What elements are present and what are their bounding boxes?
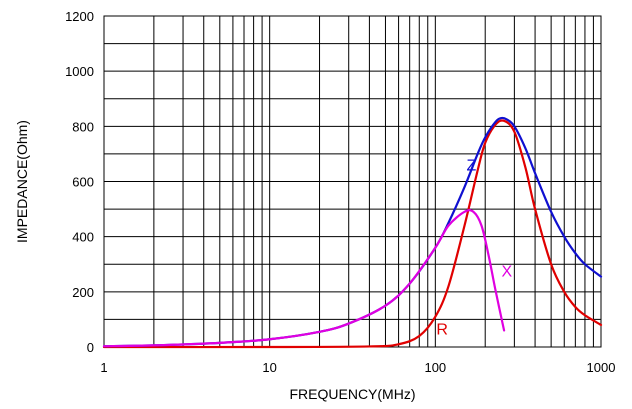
tick-labels: 1 10 100 1000 0 200 400 600 800 1000 1200	[65, 9, 615, 375]
x-axis-label: FREQUENCY(MHz)	[290, 386, 416, 402]
y-tick-label: 1200	[65, 9, 94, 24]
curve-label-r: R	[436, 322, 448, 339]
curve-annotations: Z R X	[436, 157, 512, 338]
series-line-z	[102, 116, 603, 348]
x-tick-label: 10	[262, 360, 276, 375]
x-tick-label: 1000	[587, 360, 616, 375]
series-line-x	[102, 209, 506, 348]
y-tick-label: 800	[72, 119, 94, 134]
curve-label-x: X	[501, 264, 512, 281]
series-curves	[102, 116, 603, 349]
grid-lines	[104, 16, 601, 347]
x-tick-label: 100	[424, 360, 446, 375]
y-tick-label: 600	[72, 175, 94, 190]
y-tick-label: 0	[87, 340, 94, 355]
y-axis-label: IMPEDANCE(Ohm)	[14, 120, 30, 243]
x-tick-label: 1	[100, 360, 107, 375]
curve-label-z: Z	[466, 157, 476, 174]
series-line-r	[102, 119, 603, 349]
y-tick-label: 400	[72, 230, 94, 245]
y-tick-label: 200	[72, 285, 94, 300]
y-tick-label: 1000	[65, 64, 94, 79]
